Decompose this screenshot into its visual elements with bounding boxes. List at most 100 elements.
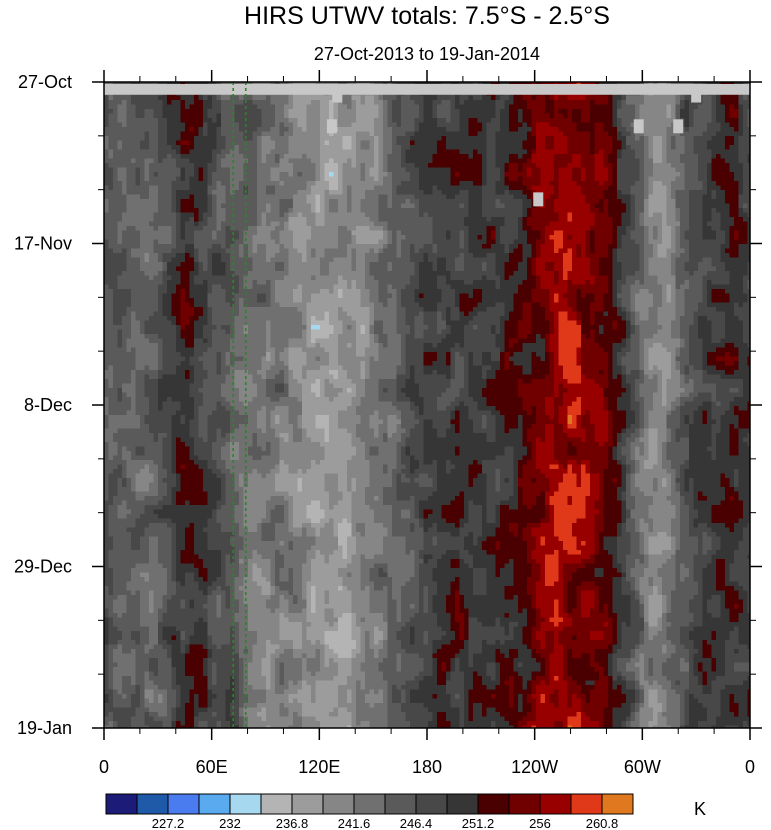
heatmap-cell	[392, 150, 397, 155]
heatmap-cell	[730, 127, 735, 132]
heatmap-cell	[424, 226, 429, 231]
heatmap-cell	[536, 168, 541, 173]
heatmap-cell	[505, 96, 510, 101]
heatmap-cell	[379, 204, 384, 209]
heatmap-cell	[122, 127, 127, 132]
heatmap-cell	[118, 114, 123, 119]
heatmap-cell	[523, 190, 528, 195]
heatmap-cell	[167, 222, 172, 227]
heatmap-cell	[406, 127, 411, 132]
heatmap-cell	[428, 195, 433, 200]
heatmap-cell	[352, 150, 357, 155]
heatmap-cell	[716, 141, 721, 146]
heatmap-cell	[284, 109, 289, 114]
heatmap-cell	[685, 213, 690, 218]
heatmap-cell	[437, 222, 442, 227]
heatmap-cell	[334, 145, 339, 150]
heatmap-cell	[239, 177, 244, 182]
heatmap-cell	[158, 136, 163, 141]
heatmap-cell	[194, 114, 199, 119]
heatmap-cell	[307, 168, 312, 173]
heatmap-cell	[671, 105, 676, 110]
heatmap-cell	[712, 208, 717, 213]
heatmap-cell	[608, 150, 613, 155]
heatmap-cell	[545, 136, 550, 141]
heatmap-cell	[221, 123, 226, 128]
heatmap-cell	[388, 186, 393, 191]
heatmap-cell	[226, 145, 231, 150]
heatmap-cell	[140, 127, 145, 132]
heatmap-cell	[514, 186, 519, 191]
heatmap-cell	[316, 231, 321, 236]
heatmap-cell	[460, 204, 465, 209]
heatmap-cell	[478, 141, 483, 146]
heatmap-cell	[226, 96, 231, 101]
heatmap-cell	[658, 190, 663, 195]
heatmap-cell	[302, 150, 307, 155]
heatmap-cell	[275, 168, 280, 173]
heatmap-cell	[419, 105, 424, 110]
heatmap-cell	[136, 163, 141, 168]
heatmap-cell	[707, 114, 712, 119]
heatmap-cell	[145, 213, 150, 218]
heatmap-cell	[104, 141, 109, 146]
heatmap-cell	[383, 199, 388, 204]
heatmap-cell	[451, 136, 456, 141]
heatmap-cell	[280, 154, 285, 159]
heatmap-cell	[235, 145, 240, 150]
heatmap-cell	[199, 141, 204, 146]
heatmap-cell	[694, 217, 699, 222]
heatmap-cell	[604, 100, 609, 105]
heatmap-cell	[221, 154, 226, 159]
heatmap-cell	[406, 159, 411, 164]
heatmap-cell	[631, 199, 636, 204]
heatmap-cell	[518, 177, 523, 182]
heatmap-cell	[478, 195, 483, 200]
heatmap-cell	[730, 105, 735, 110]
heatmap-cell	[122, 226, 127, 231]
heatmap-cell	[338, 195, 343, 200]
heatmap-cell	[410, 168, 415, 173]
heatmap-cell	[325, 199, 330, 204]
heatmap-cell	[572, 114, 577, 119]
heatmap-cell	[590, 145, 595, 150]
heatmap-cell	[604, 222, 609, 227]
heatmap-cell	[658, 141, 663, 146]
heatmap-cell	[320, 231, 325, 236]
heatmap-cell	[707, 226, 712, 231]
heatmap-cell	[415, 217, 420, 222]
heatmap-cell	[347, 154, 352, 159]
heatmap-cell	[221, 150, 226, 155]
heatmap-cell	[545, 222, 550, 227]
heatmap-cell	[541, 168, 546, 173]
heatmap-cell	[662, 172, 667, 177]
heatmap-cell	[284, 235, 289, 240]
heatmap-cell	[203, 172, 208, 177]
heatmap-cell	[145, 226, 150, 231]
heatmap-cell	[482, 114, 487, 119]
heatmap-cell	[482, 186, 487, 191]
heatmap-cell	[298, 226, 303, 231]
heatmap-cell	[176, 163, 181, 168]
heatmap-cell	[419, 168, 424, 173]
heatmap-cell	[496, 127, 501, 132]
heatmap-cell	[343, 204, 348, 209]
heatmap-cell	[509, 181, 514, 186]
heatmap-cell	[446, 100, 451, 105]
heatmap-cell	[532, 141, 537, 146]
heatmap-cell	[505, 177, 510, 182]
heatmap-cell	[595, 96, 600, 101]
heatmap-cell	[190, 136, 195, 141]
heatmap-cell	[334, 154, 339, 159]
heatmap-cell	[352, 235, 357, 240]
heatmap-cell	[437, 150, 442, 155]
heatmap-cell	[361, 204, 366, 209]
heatmap-cell	[208, 114, 213, 119]
heatmap-cell	[131, 190, 136, 195]
heatmap-cell	[338, 235, 343, 240]
heatmap-cell	[298, 186, 303, 191]
heatmap-cell	[658, 109, 663, 114]
heatmap-cell	[379, 186, 384, 191]
heatmap-cell	[217, 222, 222, 227]
heatmap-cell	[608, 199, 613, 204]
